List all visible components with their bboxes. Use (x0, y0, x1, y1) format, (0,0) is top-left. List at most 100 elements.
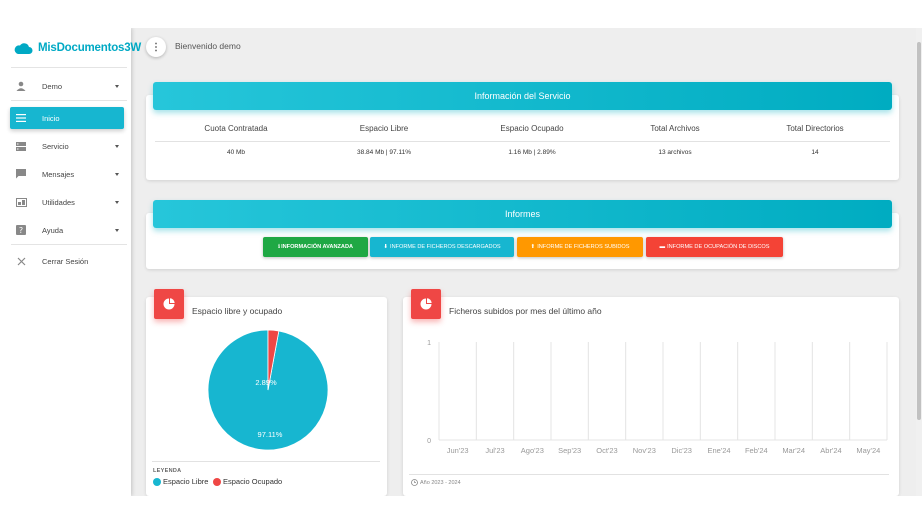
legend-item-free: Espacio Libre (153, 477, 208, 486)
button-label: INFORMACIÓN AVANZADA (281, 244, 354, 250)
legend-label: Espacio Libre (163, 477, 209, 486)
brand-logo[interactable]: MisDocumentos3W (13, 40, 141, 56)
cell-value: 40 Mb (226, 149, 246, 156)
sidebar-item-servicio[interactable]: Servicio (10, 135, 124, 157)
col-header: Total Archivos (650, 124, 700, 133)
col-header: Cuota Contratada (204, 124, 268, 133)
chart-footer: Año 2023 - 2024 (411, 479, 461, 486)
caret-down-icon (115, 144, 119, 148)
disk-usage-report-button[interactable]: ▬ INFORME DE OCUPACIÓN DE DISCOS (646, 237, 783, 257)
welcome-text: Bienvenido demo (175, 41, 241, 51)
sidebar-divider (11, 244, 127, 245)
col-header: Espacio Ocupado (500, 124, 564, 133)
uploaded-files-report-button[interactable]: ⬆ INFORME DE FICHEROS SUBIDOS (517, 237, 643, 257)
sidebar-divider (11, 67, 127, 68)
pie-card-title: Espacio libre y ocupado (192, 306, 283, 316)
sidebar-item-label: Demo (42, 81, 63, 91)
brand-name: MisDocumentos3W (38, 42, 142, 54)
x-tick-label: Nov'23 (633, 446, 656, 455)
x-tick-label: Jun'23 (447, 446, 469, 455)
scrollbar[interactable] (916, 28, 922, 496)
disk-icon: ▬ (659, 244, 666, 250)
legend-label: Espacio Ocupado (223, 477, 283, 486)
caret-down-icon (115, 228, 119, 232)
tools-icon (14, 196, 28, 208)
bar-chart: 0 1 Jun'23 Jul'23 Ago'23 Sep'23 Oct'23 Nov'23 Di… (427, 340, 888, 455)
x-tick-label: Oct'23 (596, 446, 617, 455)
sidebar-item-ayuda[interactable]: ? Ayuda (10, 219, 124, 241)
sidebar: MisDocumentos3W Demo Inicio Servicio (3, 28, 141, 496)
x-tick-label: Ago'23 (521, 446, 544, 455)
col-header: Total Directorios (786, 124, 844, 133)
pie-label-used: 2.89% (255, 378, 277, 387)
button-label: INFORME DE OCUPACIÓN DE DISCOS (667, 244, 770, 250)
download-icon: ⬇ (383, 244, 389, 250)
legend-swatch (213, 477, 221, 486)
button-label: INFORME DE FICHEROS DESCARGADOS (390, 244, 501, 250)
sidebar-item-label: Servicio (42, 141, 69, 151)
caret-down-icon (115, 84, 119, 88)
sidebar-item-utilidades[interactable]: Utilidades (10, 191, 124, 213)
x-tick-label: Dic'23 (671, 446, 692, 455)
cell-value: 38.84 Mb | 97.11% (357, 149, 411, 156)
message-icon (14, 168, 28, 180)
button-label: INFORME DE FICHEROS SUBIDOS (537, 244, 630, 250)
close-icon (14, 255, 28, 267)
chart-footer-divider (409, 474, 889, 475)
pie-chart-icon (154, 289, 184, 319)
legend-swatch (153, 477, 161, 486)
cell-value: 14 (811, 149, 819, 156)
sidebar-item-label: Cerrar Sesión (42, 256, 89, 266)
pie-slice-used[interactable] (267, 329, 280, 391)
chart-footer-text: Año 2023 - 2024 (420, 479, 461, 486)
advanced-info-button[interactable]: ℹ INFORMACIÓN AVANZADA (263, 237, 368, 257)
user-icon (14, 80, 28, 92)
x-tick-label: Mar'24 (782, 446, 805, 455)
service-info-header: Información del Servicio (153, 82, 892, 110)
col-header: Espacio Libre (359, 124, 409, 133)
menu-icon (14, 112, 28, 124)
caret-down-icon (115, 200, 119, 204)
legend-title: LEYENDA (153, 468, 182, 474)
sidebar-divider (11, 100, 127, 101)
x-tick-label: Feb'24 (745, 446, 768, 455)
sidebar-item-cerrar-sesion[interactable]: Cerrar Sesión (10, 250, 124, 272)
caret-down-icon (115, 172, 119, 176)
pie-chart: 97.11% 2.89% (207, 329, 329, 451)
downloaded-files-report-button[interactable]: ⬇ INFORME DE FICHEROS DESCARGADOS (370, 237, 514, 257)
x-tick-label: Abr'24 (820, 446, 841, 455)
cell-value: 1.16 Mb | 2.89% (508, 149, 556, 156)
clock-icon (411, 479, 418, 486)
cell-value: 13 archivos (658, 149, 692, 156)
bar-chart-card (403, 297, 899, 496)
sidebar-item-label: Inicio (42, 113, 60, 123)
sidebar-item-label: Ayuda (42, 225, 64, 235)
y-tick-label: 1 (427, 340, 431, 347)
x-tick-label: May'24 (856, 446, 880, 455)
service-info-title: Información del Servicio (474, 91, 571, 101)
help-icon: ? (14, 224, 28, 236)
table-divider (155, 141, 890, 142)
pie-chart-icon (411, 289, 441, 319)
upload-icon: ⬆ (530, 244, 536, 250)
legend-item-used: Espacio Ocupado (213, 477, 282, 486)
app-window: MisDocumentos3W Demo Inicio Servicio (3, 28, 922, 496)
sidebar-item-mensajes[interactable]: Mensajes (10, 163, 124, 185)
more-options-button[interactable]: ⋮ (146, 37, 166, 57)
x-tick-label: Ene'24 (707, 446, 730, 455)
bar-card-title: Ficheros subidos por mes del último año (449, 306, 602, 316)
reports-header: Informes (153, 200, 892, 228)
reports-title: Informes (504, 209, 540, 219)
legend-divider (152, 461, 380, 462)
server-icon (14, 140, 28, 152)
sidebar-item-label: Utilidades (42, 197, 75, 207)
scrollbar-thumb[interactable] (917, 42, 921, 420)
y-tick-label: 0 (427, 438, 431, 445)
sidebar-item-inicio[interactable]: Inicio (10, 107, 124, 129)
svg-text:?: ? (19, 226, 23, 235)
x-tick-label: Jul'23 (485, 446, 504, 455)
info-icon: ℹ (277, 244, 281, 250)
sidebar-item-label: Mensajes (42, 169, 75, 179)
sidebar-item-demo[interactable]: Demo (10, 75, 124, 97)
x-tick-label: Sep'23 (558, 446, 581, 455)
